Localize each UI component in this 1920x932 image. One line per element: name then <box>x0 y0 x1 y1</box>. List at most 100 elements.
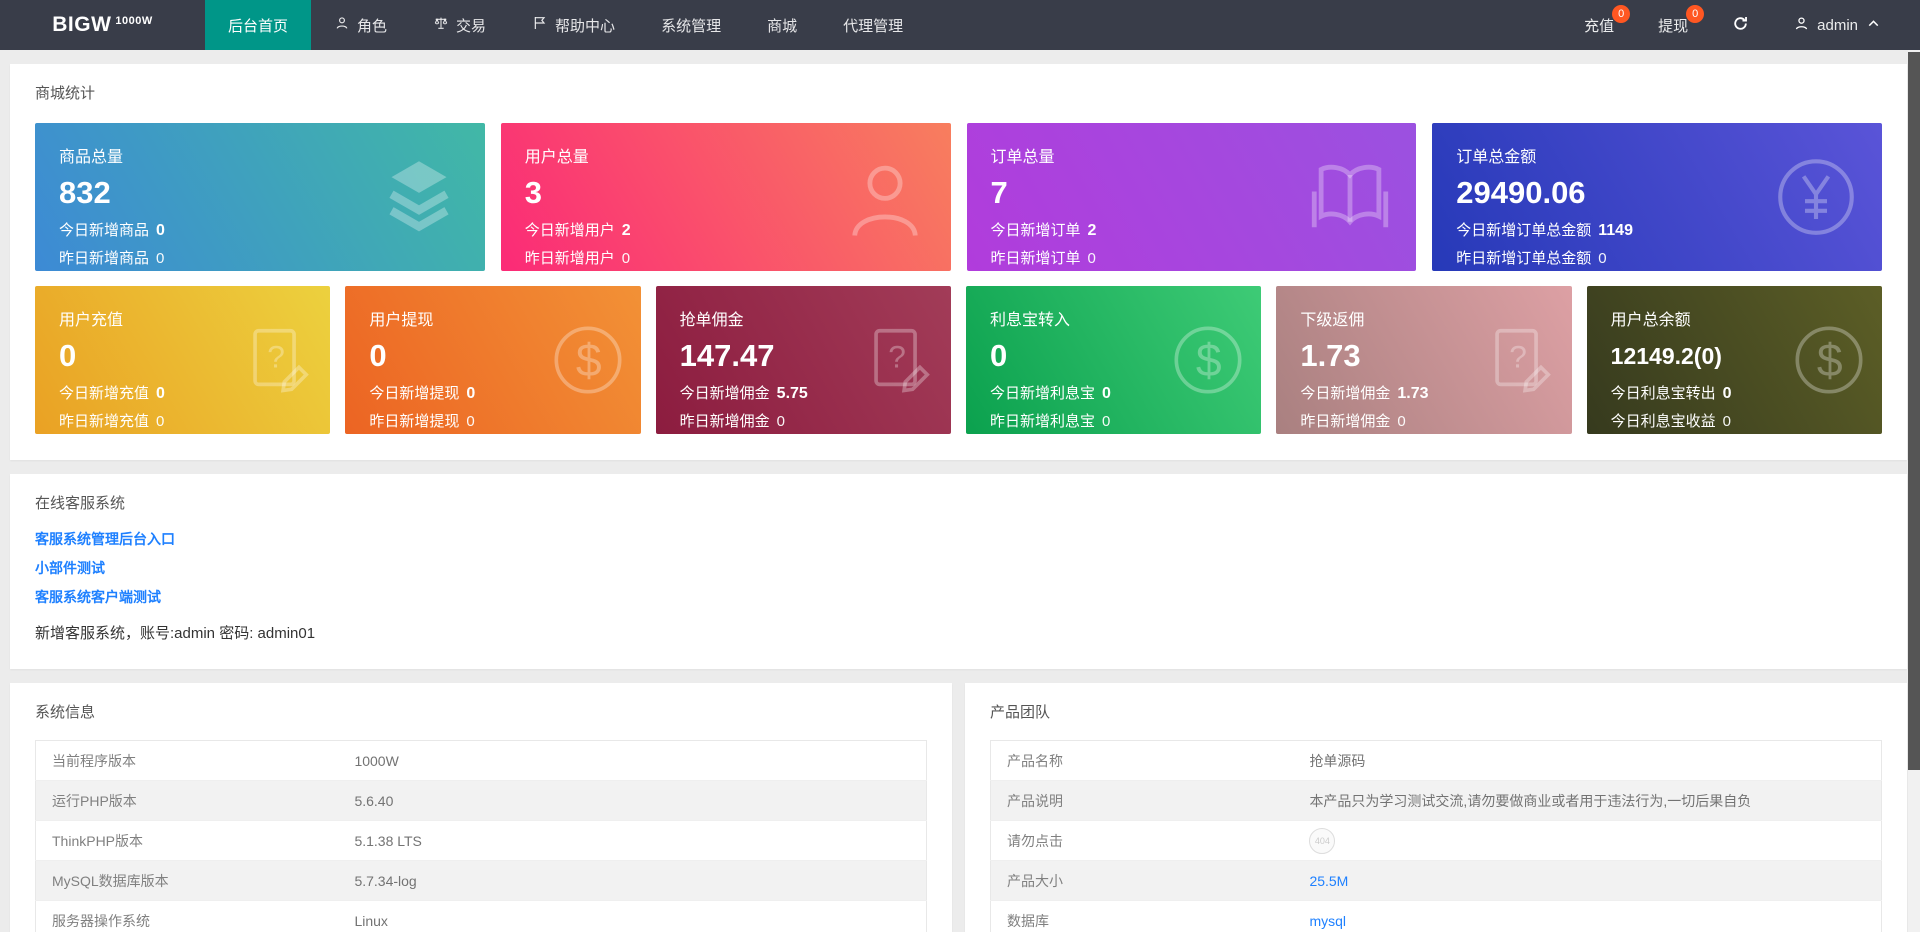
username: admin <box>1817 16 1858 34</box>
withdraw-button[interactable]: 提现 0 <box>1636 0 1710 50</box>
navbar-item-label: 代理管理 <box>843 17 904 35</box>
system-info-table: 当前程序版本 1000W 运行PHP版本 5.6.40 ThinkPHP版本 5… <box>35 740 927 932</box>
card-title: 下级返佣 <box>1300 312 1365 329</box>
product-team-panel: 产品团队 产品名称 抢单源码 产品说明 本产品只为学习测试交流,请勿要做商业或者… <box>965 683 1907 932</box>
row-value: 1000W <box>354 752 399 769</box>
card-sub-rebate: 下级返佣 1.73 今日新增佣金 1.73 昨日新增佣金 0 ? <box>1276 286 1572 434</box>
table-row: MySQL数据库版本 5.7.34-log <box>35 860 927 901</box>
card-line: 今日利息宝转出 0 <box>1610 385 1732 403</box>
card-line: 昨日新增佣金 0 <box>679 413 786 431</box>
svg-text:?: ? <box>1509 338 1527 374</box>
table-row: 数据库 mysql <box>990 900 1882 932</box>
bottom-panels: 系统信息 当前程序版本 1000W 运行PHP版本 5.6.40 ThinkPH… <box>10 669 1907 932</box>
navbar-item-home[interactable]: 后台首页 <box>205 0 312 50</box>
card-line: 昨日新增用户 0 <box>524 250 631 268</box>
card-line: 昨日新增利息宝 0 <box>990 413 1111 431</box>
panel-title: 系统信息 <box>35 704 96 721</box>
card-line: 昨日新增充值 0 <box>59 413 165 431</box>
online-service-panel: 在线客服系统 客服系统管理后台入口 小部件测试 客服系统客户端测试 新增客服系统… <box>10 474 1907 669</box>
card-line: 今日新增充值 0 <box>59 385 165 403</box>
stats-row-1: 商品总量 832 今日新增商品 0 昨日新增商品 0 用户总量 3 今日新增用户 2 … <box>35 123 1882 271</box>
card-goods-total: 商品总量 832 今日新增商品 0 昨日新增商品 0 <box>35 123 485 271</box>
navbar-item-label: 交易 <box>456 17 487 35</box>
navbar-item-label: 后台首页 <box>228 17 289 35</box>
svg-text:?: ? <box>888 338 906 374</box>
card-value: 0 <box>369 338 387 373</box>
card-title: 利息宝转入 <box>990 312 1071 329</box>
table-row: 产品说明 本产品只为学习测试交流,请勿要做商业或者用于违法行为,一切后果自负 <box>990 780 1882 821</box>
card-title: 商品总量 <box>59 149 124 166</box>
dollar-circle-icon: $ <box>1174 326 1242 394</box>
row-label: 当前程序版本 <box>52 752 136 769</box>
navbar-item-mall[interactable]: 商城 <box>744 0 820 50</box>
scales-icon <box>433 15 449 35</box>
page-scrollbar <box>1908 50 1920 932</box>
product-team-table: 产品名称 抢单源码 产品说明 本产品只为学习测试交流,请勿要做商业或者用于违法行… <box>990 740 1882 932</box>
logo-text: BIGW <box>52 13 112 36</box>
svg-text:$: $ <box>575 334 601 386</box>
row-value: 5.6.40 <box>338 780 927 821</box>
card-line: 今日新增提现 0 <box>369 385 476 403</box>
yen-circle-icon <box>1778 159 1854 235</box>
navbar-item-trade[interactable]: 交易 <box>410 0 509 50</box>
card-interest-transfer-in: 利息宝转入 0 今日新增利息宝 0 昨日新增利息宝 0 $ <box>966 286 1262 434</box>
card-value: 12149.2(0) <box>1610 343 1722 369</box>
logo-version: 1000W <box>115 15 153 27</box>
widget-test-link[interactable]: 小部件测试 <box>35 560 105 576</box>
badge-404: 404 <box>1309 827 1336 854</box>
product-size-link[interactable]: 25.5M <box>1293 860 1882 901</box>
card-value: 3 <box>524 175 542 210</box>
card-users-total: 用户总量 3 今日新增用户 2 昨日新增用户 0 <box>500 123 951 271</box>
main-menu: 后台首页 角色 交易 帮助中心 系统管理 商城 代理管理 <box>205 0 1562 50</box>
card-line: 今日新增佣金 1.73 <box>1300 385 1429 403</box>
card-title: 订单总金额 <box>1456 149 1537 166</box>
dollar-circle-icon: $ <box>1795 326 1863 394</box>
database-link[interactable]: mysql <box>1293 900 1882 932</box>
card-title: 抢单佣金 <box>679 312 744 329</box>
mall-stats-panel: 商城统计 商品总量 832 今日新增商品 0 昨日新增商品 0 用户总量 3 今日新… <box>10 64 1907 460</box>
card-line: 今日新增用户 2 <box>524 222 631 240</box>
service-client-test-link[interactable]: 客服系统客户端测试 <box>35 589 161 605</box>
table-row: 产品大小 25.5M <box>990 860 1882 901</box>
card-value: 147.47 <box>679 338 775 373</box>
flag-icon <box>532 15 548 35</box>
row-value: 404 <box>1293 820 1882 861</box>
refresh-button[interactable] <box>1710 0 1771 50</box>
layers-icon <box>389 161 449 232</box>
row-label: 产品名称 <box>1007 752 1063 769</box>
panel-title: 产品团队 <box>990 704 1051 721</box>
card-grab-commission: 抢单佣金 147.47 今日新增佣金 5.75 昨日新增佣金 0 ? <box>655 286 951 434</box>
card-value: 832 <box>59 175 111 210</box>
card-order-amount-total: 订单总金额 29490.06 今日新增订单总金额 1149 昨日新增订单总金额 0 <box>1432 123 1882 271</box>
card-title: 用户总量 <box>524 149 589 166</box>
file-question-icon: ? <box>1494 328 1551 393</box>
dollar-circle-icon: $ <box>554 326 622 394</box>
card-line: 昨日新增订单 0 <box>990 250 1096 268</box>
scrollbar-thumb[interactable] <box>1908 52 1920 770</box>
row-label: 运行PHP版本 <box>35 780 339 821</box>
table-row: 请勿点击 404 <box>990 820 1882 861</box>
navbar-item-help-center[interactable]: 帮助中心 <box>509 0 638 50</box>
card-line: 昨日新增提现 0 <box>369 413 475 431</box>
navbar-item-agent-manage[interactable]: 代理管理 <box>820 0 926 50</box>
recharge-badge: 0 <box>1612 5 1631 23</box>
card-value: 1.73 <box>1300 338 1361 373</box>
svg-text:$: $ <box>1817 334 1843 386</box>
row-value: 抢单源码 <box>1309 752 1366 769</box>
stats-row-2: 用户充值 0 今日新增充值 0 昨日新增充值 0 ? 用户提现 0 今日新增提现 0 … <box>35 286 1882 434</box>
file-question-icon: ? <box>253 328 310 393</box>
service-admin-entry-link[interactable]: 客服系统管理后台入口 <box>35 531 175 547</box>
card-line: 今日新增订单总金额 1149 <box>1456 222 1633 240</box>
navbar-item-system-manage[interactable]: 系统管理 <box>638 0 744 50</box>
user-menu[interactable]: admin <box>1771 0 1904 50</box>
app-logo: BIGW 1000W <box>0 0 205 50</box>
service-account-note: 新增客服系统，账号:admin 密码: admin01 <box>35 625 316 642</box>
navbar-item-roles[interactable]: 角色 <box>311 0 410 50</box>
card-line: 今日利息宝收益 0 <box>1610 413 1732 431</box>
card-value: 7 <box>990 175 1008 210</box>
recharge-button[interactable]: 充值 0 <box>1562 0 1636 50</box>
card-value: 0 <box>59 338 77 373</box>
table-row: 服务器操作系统 Linux <box>35 900 927 932</box>
card-title: 用户充值 <box>59 312 124 329</box>
book-icon <box>1312 164 1389 228</box>
